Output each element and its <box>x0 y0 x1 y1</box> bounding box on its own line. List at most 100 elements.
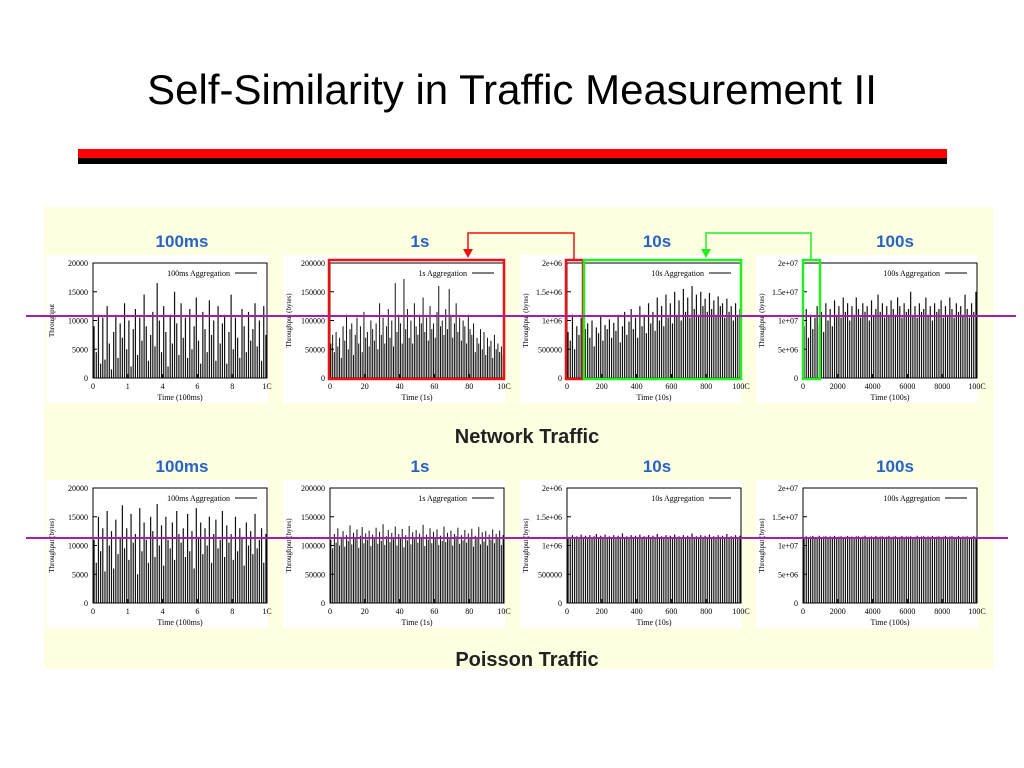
x-tick-label: 4 <box>161 382 165 391</box>
column-header-1s: 1s <box>411 457 430 476</box>
y-axis-label: Throughput (bytes) <box>48 518 56 573</box>
legend-bg <box>855 268 973 279</box>
y-tick-label: 0 <box>84 374 88 383</box>
x-axis-label: Time (100ms) <box>157 618 203 627</box>
x-tick-label: 0 <box>91 382 95 391</box>
x-tick-label: 40 <box>396 607 404 616</box>
x-tick-label: 4 <box>161 607 165 616</box>
column-header-100ms: 100ms <box>156 457 209 476</box>
zoom-arrowhead-red <box>463 249 473 258</box>
y-tick-label: 0 <box>558 374 562 383</box>
x-tick-label: 8000 <box>934 607 950 616</box>
y-tick-label: 1.5e+07 <box>772 288 798 297</box>
y-tick-label: 20000 <box>68 484 88 493</box>
x-tick-label: 4000 <box>865 382 881 391</box>
x-tick-label: 60 <box>430 607 438 616</box>
y-tick-label: 1.5e+06 <box>536 513 562 522</box>
x-tick-label: 6 <box>195 607 199 616</box>
legend-bg <box>855 493 973 504</box>
y-tick-label: 1.5e+07 <box>772 513 798 522</box>
x-axis-label: Time (10s) <box>636 393 671 402</box>
x-tick-label: 0 <box>328 607 332 616</box>
zoom-arrow-green <box>705 232 812 260</box>
legend-label: 100s Aggregation <box>883 269 940 278</box>
x-tick-label: 2000 <box>830 382 846 391</box>
y-tick-label: 15000 <box>68 288 88 297</box>
column-header-100ms: 100ms <box>156 232 209 251</box>
x-axis-label: Time (1s) <box>401 618 432 627</box>
x-axis-label: Time (100ms) <box>157 393 203 402</box>
y-tick-label: 200000 <box>301 484 325 493</box>
y-axis-label: Throughput <box>48 304 56 337</box>
x-axis-label: Time (10s) <box>636 618 671 627</box>
x-tick-label: 0 <box>565 382 569 391</box>
y-tick-label: 0 <box>321 374 325 383</box>
x-tick-label: 8 <box>230 382 234 391</box>
x-tick-label: 60 <box>430 382 438 391</box>
legend-label: 100ms Aggregation <box>167 494 230 503</box>
x-tick-label: 600 <box>665 607 677 616</box>
x-tick-label: 8000 <box>934 382 950 391</box>
y-tick-label: 200000 <box>301 259 325 268</box>
y-tick-label: 1e+07 <box>778 542 798 551</box>
y-tick-label: 500000 <box>538 570 562 579</box>
x-tick-label: 100C <box>968 382 985 391</box>
x-tick-label: 80 <box>465 382 473 391</box>
x-tick-label: 0 <box>801 607 805 616</box>
y-tick-label: 5e+06 <box>778 345 798 354</box>
y-tick-label: 10000 <box>68 542 88 551</box>
y-axis-label: Throughput (bytes) <box>285 293 293 348</box>
x-tick-label: 80 <box>465 607 473 616</box>
legend-label: 1s Aggregation <box>418 269 467 278</box>
x-tick-label: 20 <box>361 382 369 391</box>
x-tick-label: 400 <box>631 607 643 616</box>
x-tick-label: 600 <box>665 382 677 391</box>
y-axis-label: Throughput (bytes) <box>522 518 530 573</box>
legend-bg <box>619 268 737 279</box>
x-tick-label: 6000 <box>899 382 915 391</box>
x-axis-label: Time (100s) <box>870 618 909 627</box>
y-tick-label: 100000 <box>301 542 325 551</box>
column-header-100s: 100s <box>876 457 914 476</box>
zoom-box-green-source <box>582 258 743 381</box>
x-tick-label: 0 <box>328 382 332 391</box>
zoom-arrow-red <box>467 232 575 260</box>
y-tick-label: 5e+06 <box>778 570 798 579</box>
zoom-arrowhead-green <box>701 249 711 258</box>
x-tick-label: 100C <box>968 607 985 616</box>
section-caption: Network Traffic <box>455 426 599 448</box>
x-tick-label: 40 <box>396 382 404 391</box>
x-tick-label: 6000 <box>899 607 915 616</box>
y-tick-label: 500000 <box>538 345 562 354</box>
y-axis-label: Throughput (bytes) <box>522 293 530 348</box>
y-tick-label: 0 <box>84 599 88 608</box>
section-caption: Poisson Traffic <box>455 649 598 671</box>
slide-title: Self-Similarity in Traffic Measurement I… <box>147 66 877 113</box>
y-axis-label: Throughput (bytes) <box>285 518 293 573</box>
y-tick-label: 1e+06 <box>542 317 562 326</box>
y-axis-label: Throughput (bytes) <box>758 293 766 348</box>
x-tick-label: 8 <box>230 607 234 616</box>
x-tick-label: 10C <box>497 382 510 391</box>
column-header-1s: 1s <box>411 232 430 251</box>
y-tick-label: 2e+06 <box>542 484 562 493</box>
y-tick-label: 2e+07 <box>778 259 798 268</box>
y-tick-label: 1e+06 <box>542 542 562 551</box>
x-tick-label: 1 <box>126 382 130 391</box>
x-tick-label: 1 <box>126 607 130 616</box>
y-tick-label: 50000 <box>305 345 325 354</box>
y-tick-label: 150000 <box>301 513 325 522</box>
x-tick-label: 1C <box>262 607 271 616</box>
legend-bg <box>619 493 737 504</box>
y-tick-label: 50000 <box>305 570 325 579</box>
legend-bg <box>145 268 263 279</box>
legend-label: 100ms Aggregation <box>167 269 230 278</box>
y-tick-label: 0 <box>321 599 325 608</box>
x-tick-label: 1C <box>262 382 271 391</box>
x-axis-label: Time (1s) <box>401 393 432 402</box>
x-tick-label: 800 <box>700 382 712 391</box>
column-header-10s: 10s <box>643 457 671 476</box>
x-tick-label: 2000 <box>830 607 846 616</box>
x-tick-label: 6 <box>195 382 199 391</box>
